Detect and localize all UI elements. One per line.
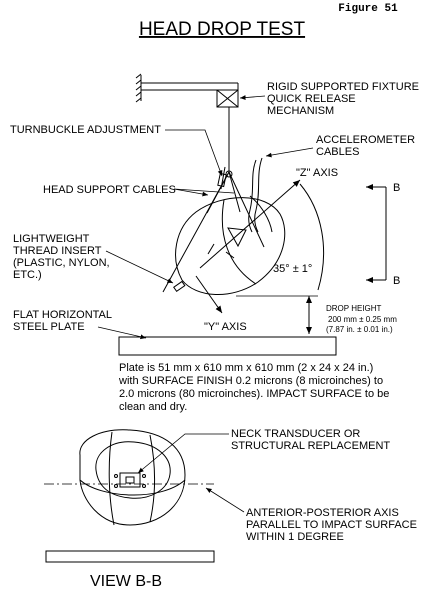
svg-text:2.0 microns (80 microinches).: 2.0 microns (80 microinches). IMPACT SUR… <box>119 388 389 400</box>
svg-text:TURNBUCKLE ADJUSTMENT: TURNBUCKLE ADJUSTMENT <box>10 124 161 136</box>
y-axis <box>195 275 223 314</box>
quick-release-mechanism <box>216 89 239 108</box>
head-form <box>175 195 286 295</box>
steel-plate <box>118 336 337 356</box>
svg-text:(PLASTIC, NYLON,: (PLASTIC, NYLON, <box>13 257 110 269</box>
thread-insert-label: LIGHTWEIGHT THREAD INSERT (PLASTIC, NYLO… <box>13 233 110 281</box>
svg-text:MECHANISM: MECHANISM <box>267 105 334 117</box>
accelerometer-cables <box>248 147 314 233</box>
angle-arc <box>299 183 324 291</box>
view-b-b-label: VIEW B-B <box>90 573 162 590</box>
view-b-b-plate <box>45 550 215 563</box>
ap-axis-label: ANTERIOR-POSTERIOR AXIS PARALLEL TO IMPA… <box>205 487 417 543</box>
angle-label: 35° ± 1° <box>273 263 312 275</box>
svg-text:THREAD INSERT: THREAD INSERT <box>13 245 102 257</box>
svg-text:STRUCTURAL REPLACEMENT: STRUCTURAL REPLACEMENT <box>231 440 390 452</box>
drop-height-label: DROP HEIGHT <box>326 304 382 313</box>
section-b-bottom-label: B <box>393 275 400 287</box>
svg-text:RIGID SUPPORTED FIXTURE: RIGID SUPPORTED FIXTURE <box>267 81 419 93</box>
page-title: HEAD DROP TEST <box>139 19 306 40</box>
rigid-fixture <box>135 73 239 103</box>
accelerometer-label-2: CABLES <box>316 146 359 158</box>
svg-text:with SURFACE FINISH 0.2 micron: with SURFACE FINISH 0.2 microns (8 micro… <box>118 375 383 387</box>
view-b-b-head <box>79 429 186 526</box>
head-support-label: HEAD SUPPORT CABLES <box>43 184 235 197</box>
svg-text:PARALLEL TO IMPACT SURFACE: PARALLEL TO IMPACT SURFACE <box>246 519 417 531</box>
svg-text:ETC.): ETC.) <box>13 269 42 281</box>
svg-text:LIGHTWEIGHT: LIGHTWEIGHT <box>13 233 90 245</box>
svg-text:FLAT HORIZONTAL: FLAT HORIZONTAL <box>13 309 112 321</box>
z-axis-label: "Z" AXIS <box>296 167 338 179</box>
svg-text:STEEL PLATE: STEEL PLATE <box>13 321 85 333</box>
y-axis-label: "Y" AXIS <box>204 321 247 333</box>
svg-text:Plate is 51 mm x 610 mm x 610: Plate is 51 mm x 610 mm x 610 mm (2 x 24… <box>119 362 373 374</box>
svg-text:WITHIN 1 DEGREE: WITHIN 1 DEGREE <box>246 531 344 543</box>
drop-height-value: 200 mm ± 0.25 mm <box>328 315 397 324</box>
neck-transducer <box>114 472 146 488</box>
turnbuckle-label: TURNBUCKLE ADJUSTMENT <box>10 124 223 177</box>
z-axis <box>199 179 301 269</box>
svg-text:ANTERIOR-POSTERIOR AXIS: ANTERIOR-POSTERIOR AXIS <box>246 507 399 519</box>
thread-insert <box>105 250 186 293</box>
plate-label: FLAT HORIZONTAL STEEL PLATE <box>13 309 147 340</box>
figure-number: Figure 51 <box>338 3 398 15</box>
fixture-label: RIGID SUPPORTED FIXTURE QUICK RELEASE ME… <box>239 81 419 117</box>
drop-height-dimension <box>236 295 318 334</box>
section-b-top-label: B <box>393 182 400 194</box>
svg-text:QUICK RELEASE: QUICK RELEASE <box>267 93 356 105</box>
neck-transducer-label: NECK TRANSDUCER OR STRUCTURAL REPLACEMEN… <box>137 428 390 474</box>
svg-text:NECK TRANSDUCER OR: NECK TRANSDUCER OR <box>231 428 360 440</box>
drop-height-inches: (7.87 in. ± 0.01 in.) <box>326 325 393 334</box>
accelerometer-label: ACCELEROMETER <box>316 134 415 146</box>
svg-text:HEAD SUPPORT CABLES: HEAD SUPPORT CABLES <box>43 184 176 196</box>
svg-text:clean and dry.: clean and dry. <box>119 401 187 413</box>
plate-note: Plate is 51 mm x 610 mm x 610 mm (2 x 24… <box>118 362 389 413</box>
section-arrow-b-top <box>366 184 387 283</box>
